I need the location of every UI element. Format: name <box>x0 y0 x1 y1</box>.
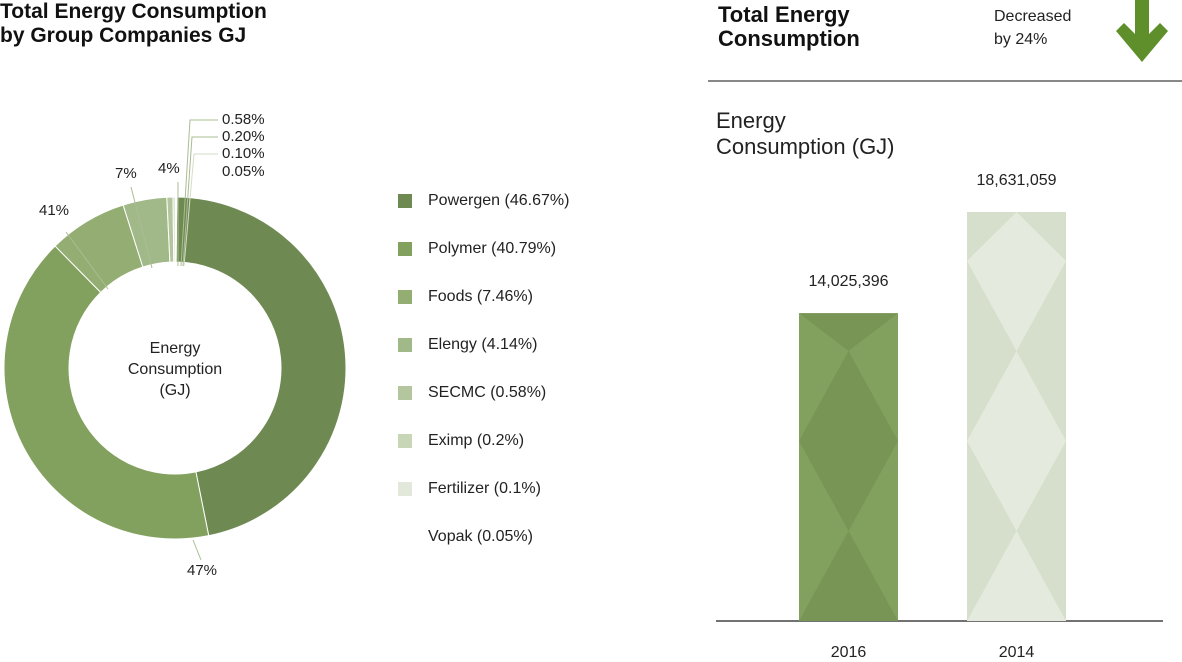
legend-item-polymer: Polymer (40.79%) <box>398 240 556 258</box>
pie-label-vopak: 0.05% <box>222 163 265 180</box>
legend-swatch <box>398 194 412 208</box>
legend-label: Powergen (46.67%) <box>428 192 570 209</box>
pie-label-foods: 7% <box>115 165 137 182</box>
bar-category-label: 2014 <box>998 644 1035 661</box>
bar-title-line2: Consumption (GJ) <box>716 134 895 159</box>
bar-category-label: 2016 <box>830 644 867 661</box>
donut-slice-polymer <box>3 245 210 540</box>
legend-swatch <box>398 242 412 256</box>
left-title: Total Energy Consumption by Group Compan… <box>0 0 267 48</box>
legend-label: Vopak (0.05%) <box>428 528 533 545</box>
bar-value-label: 18,631,059 <box>976 172 1057 189</box>
legend-item-foods: Foods (7.46%) <box>398 288 533 306</box>
bar-chart-title: Energy Consumption (GJ) <box>716 108 895 160</box>
center-label-line1: Energy <box>149 340 201 357</box>
bar-texture <box>799 351 898 441</box>
center-label-line2: Consumption <box>127 361 223 378</box>
arrow-down-icon <box>1116 0 1168 62</box>
bar-texture <box>799 313 898 351</box>
legend-swatch <box>398 338 412 352</box>
leader-line-07 <box>130 186 153 269</box>
bar-title-line1: Energy <box>716 108 786 133</box>
legend-label: Eximp (0.2%) <box>428 432 525 449</box>
legend-swatch <box>398 386 412 400</box>
legend-item-secmc: SECMC (0.58%) <box>398 384 546 402</box>
left-title-line1: Total Energy Consumption <box>0 0 267 23</box>
pie-label-secmc: 0.58% <box>222 111 265 128</box>
pie-label-powergen: 47% <box>187 562 218 579</box>
pie-label-fertilizer: 0.10% <box>222 145 265 162</box>
legend-item-vopak: Vopak (0.05%) <box>398 528 533 546</box>
leader-lines <box>65 119 218 561</box>
pie-label-polymer: 41% <box>39 202 70 219</box>
change-text: Decreased by 24% <box>994 5 1071 51</box>
legend-swatch <box>398 434 412 448</box>
legend-label: Foods (7.46%) <box>428 288 533 305</box>
bar-value-label: 14,025,396 <box>808 273 889 291</box>
right-title: Total Energy Consumption <box>718 3 860 51</box>
legend-label: SECMC (0.58%) <box>428 384 547 401</box>
bar-texture <box>967 351 1066 441</box>
left-title-line2: by Group Companies GJ <box>0 24 247 47</box>
bar-texture <box>967 441 1066 531</box>
legend-item-elengy: Elengy (4.14%) <box>398 336 537 354</box>
bar-texture <box>799 441 898 531</box>
leader-line-041 <box>65 231 109 290</box>
right-title-line2: Consumption <box>718 26 860 51</box>
donut-slice-powergen <box>175 196 347 537</box>
leader-line-020 <box>182 136 218 267</box>
legend-swatch <box>398 482 412 496</box>
bar-texture <box>967 261 1066 351</box>
change-line2: by 24% <box>994 31 1048 48</box>
legend-item-eximp: Eximp (0.2%) <box>398 432 524 450</box>
pie-label-elengy: 4% <box>158 160 180 177</box>
bar-texture <box>799 531 898 621</box>
bar-texture <box>967 212 1066 261</box>
legend-label: Polymer (40.79%) <box>428 240 557 257</box>
bar-texture <box>967 531 1066 621</box>
bar-2016 <box>799 313 898 621</box>
center-label-line3: (GJ) <box>159 382 191 399</box>
legend-label: Fertilizer (0.1%) <box>428 480 541 497</box>
pie-label-eximp: 0.20% <box>222 128 265 145</box>
right-title-line1: Total Energy <box>718 2 850 27</box>
bar-2014 <box>967 212 1066 621</box>
change-line1: Decreased <box>994 8 1072 25</box>
leader-line-058 <box>180 119 218 267</box>
legend-swatch <box>398 290 412 304</box>
donut-slice-vopak <box>175 196 178 263</box>
legend-item-powergen: Powergen (46.67%) <box>398 192 569 210</box>
leader-line-010 <box>183 153 218 267</box>
donut-center-label: Energy Consumption (GJ) <box>105 338 245 401</box>
legend-swatch <box>398 530 412 544</box>
leader-line-047 <box>192 539 202 561</box>
donut-chart <box>3 119 347 561</box>
legend-label: Elengy (4.14%) <box>428 336 538 353</box>
legend-item-fertilizer: Fertilizer (0.1%) <box>398 480 541 498</box>
